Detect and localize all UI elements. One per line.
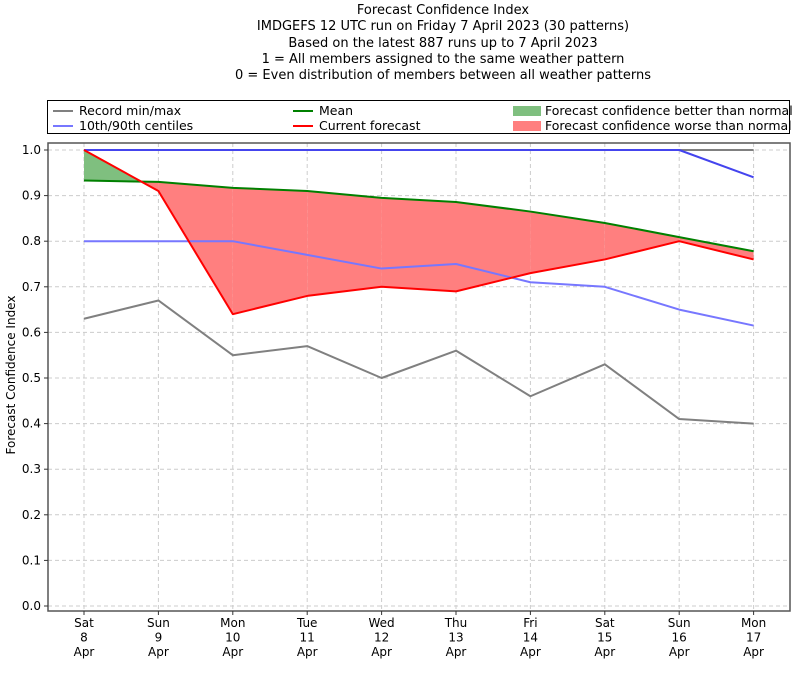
y-tick-label: 0.2	[22, 508, 41, 522]
x-tick-label: 9	[155, 631, 163, 645]
x-tick-label: Mon	[220, 616, 245, 630]
legend-swatch-mean	[293, 109, 313, 112]
legend-swatch-forecast	[293, 124, 313, 127]
y-tick-label: 0.4	[22, 417, 41, 431]
x-tick-label: Sat	[595, 616, 615, 630]
legend-label-worse: Forecast confidence worse than normal	[545, 118, 792, 133]
legend-item-better: Forecast confidence better than normal	[513, 103, 793, 118]
y-tick-label: 1.0	[22, 143, 41, 157]
x-tick-label: 16	[672, 631, 687, 645]
legend-item-centiles: 10th/90th centiles	[53, 118, 193, 133]
x-tick-label: Wed	[369, 616, 395, 630]
x-tick-label: Tue	[296, 616, 318, 630]
y-axis: 0.0 0.1 0.2 0.3 0.4 0.5 0.6 0.7 0.8 0.9 1.0	[22, 143, 48, 613]
x-tick-label: 11	[300, 631, 315, 645]
x-tick-label: Sat	[74, 616, 94, 630]
series-lines	[83, 149, 754, 425]
x-tick-label: 15	[597, 631, 612, 645]
chart-subtitle-basis: Based on the latest 887 runs up to 7 Apr…	[288, 35, 598, 51]
x-tick-label: Thu	[444, 616, 468, 630]
y-tick-label: 0.0	[22, 599, 41, 613]
fill-worse-than-normal	[307, 191, 382, 296]
chart-subtitle-scale-min: 0 = Even distribution of members between…	[234, 68, 652, 84]
chart-title-block: Forecast Confidence Index IMDGEFS 12 UTC…	[43, 3, 800, 84]
y-tick-label: 0.6	[22, 325, 41, 339]
x-tick-label: Apr	[594, 645, 615, 659]
y-tick-label: 0.3	[22, 462, 41, 476]
legend-swatch-worse	[513, 120, 541, 131]
legend-label-better: Forecast confidence better than normal	[545, 103, 793, 118]
mean-line	[83, 179, 754, 253]
y-tick-label: 0.8	[22, 234, 41, 248]
chart-subtitle-scale-max: 1 = All members assigned to the same wea…	[261, 51, 625, 67]
legend-item-mean: Mean	[293, 103, 353, 118]
y-axis-label: Forecast Confidence Index	[4, 296, 18, 455]
legend-item-record: Record min/max	[53, 103, 181, 118]
fill-worse-than-normal	[381, 197, 456, 292]
x-tick-label: 10	[225, 631, 240, 645]
x-tick-label: Apr	[297, 645, 318, 659]
legend-swatch-better	[513, 105, 541, 116]
legend-label-centiles: 10th/90th centiles	[79, 118, 194, 133]
x-axis: Sat8AprSun9AprMon10AprTue11AprWed12AprTh…	[74, 611, 766, 659]
x-tick-label: 17	[746, 631, 761, 645]
x-tick-label: Apr	[520, 645, 541, 659]
x-tick-label: Apr	[669, 645, 690, 659]
y-tick-label: 0.9	[22, 189, 41, 203]
x-tick-label: Sun	[668, 616, 691, 630]
x-tick-label: Apr	[446, 645, 467, 659]
legend-label-forecast: Current forecast	[319, 118, 421, 133]
y-tick-label: 0.1	[22, 553, 41, 567]
legend-label-record: Record min/max	[79, 103, 182, 118]
x-tick-label: Apr	[148, 645, 169, 659]
x-tick-label: Sun	[147, 616, 170, 630]
fill-worse-than-normal	[456, 201, 531, 292]
current-forecast-line	[83, 149, 754, 316]
chart-legend: Record min/max 10th/90th centiles Mean C…	[47, 100, 793, 134]
chart-title: Forecast Confidence Index	[356, 3, 530, 18]
chart-subtitle-run: IMDGEFS 12 UTC run on Friday 7 April 202…	[256, 19, 630, 35]
x-tick-label: Fri	[523, 616, 537, 630]
x-tick-label: Apr	[222, 645, 243, 659]
legend-item-forecast: Current forecast	[293, 118, 420, 133]
fill-worse-than-normal	[232, 187, 308, 315]
x-tick-label: Mon	[741, 616, 766, 630]
legend-swatch-record	[53, 109, 73, 112]
fill-worse-than-normal	[604, 222, 680, 260]
y-tick-label: 0.5	[22, 371, 41, 385]
x-tick-label: Apr	[743, 645, 764, 659]
legend-swatch-centiles	[53, 124, 73, 127]
x-tick-label: Apr	[371, 645, 392, 659]
legend-item-worse: Forecast confidence worse than normal	[513, 118, 792, 133]
x-tick-label: Apr	[74, 645, 95, 659]
record-min-line	[83, 299, 754, 425]
fill-worse-than-normal	[158, 181, 233, 315]
fill-worse-than-normal	[530, 211, 605, 274]
plot-frame	[47, 142, 791, 612]
x-tick-label: 12	[374, 631, 389, 645]
x-tick-label: 8	[80, 631, 88, 645]
legend-label-mean: Mean	[319, 103, 354, 118]
x-tick-label: 13	[448, 631, 463, 645]
y-tick-label: 0.7	[22, 280, 41, 294]
x-tick-label: 14	[523, 631, 538, 645]
centile-90th-line	[84, 149, 754, 179]
centile-10th-line	[84, 240, 754, 327]
